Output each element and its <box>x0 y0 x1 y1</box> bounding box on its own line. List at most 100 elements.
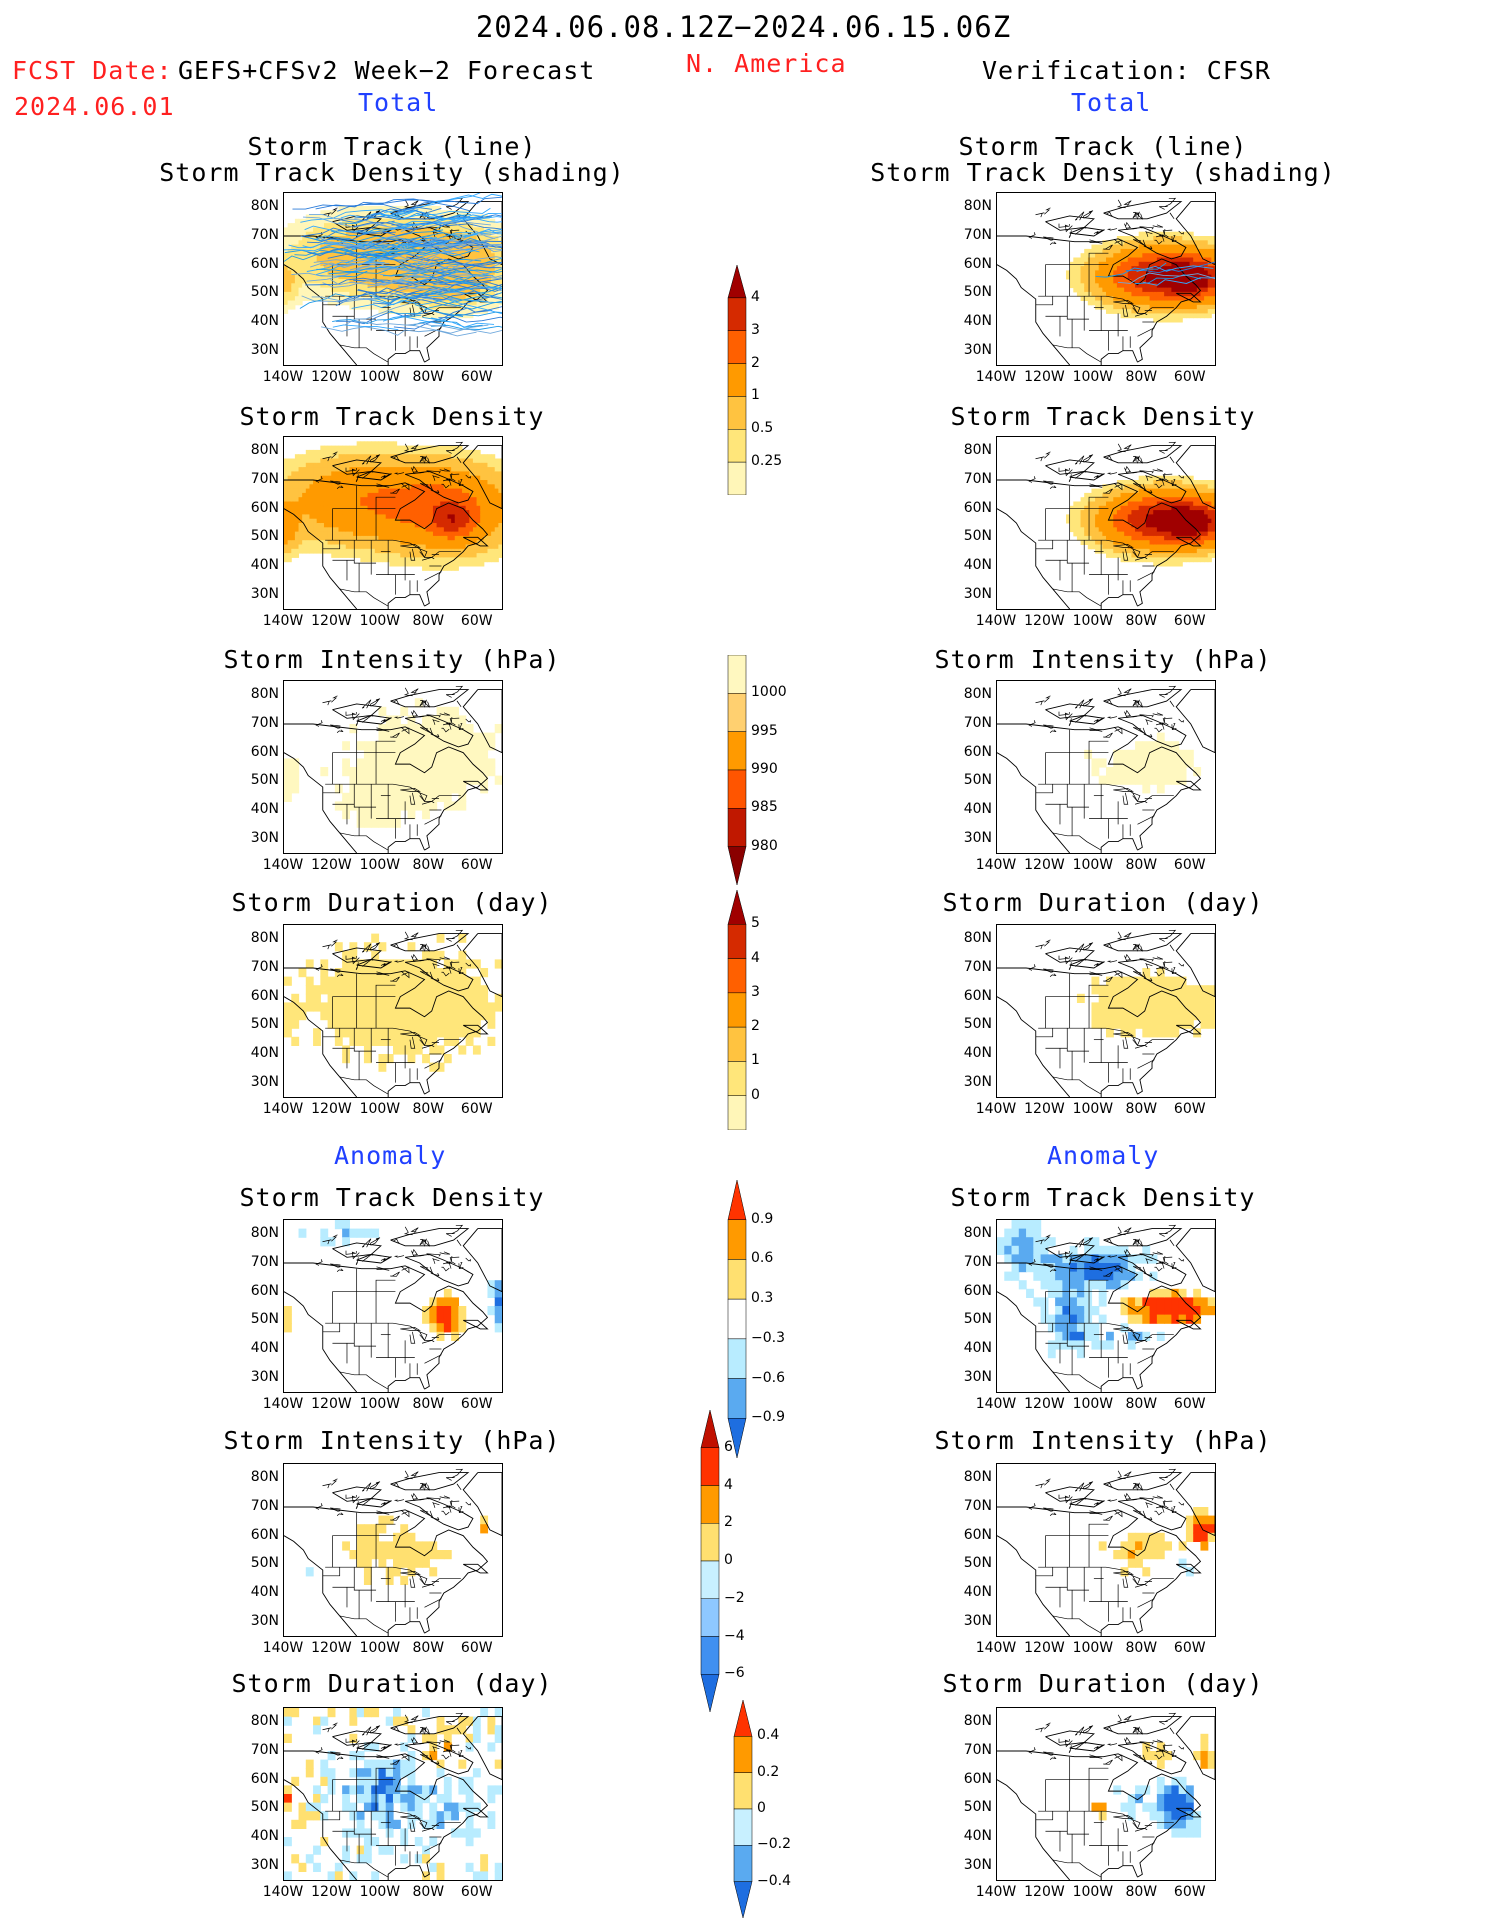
lon-tick-label: 100W <box>1072 1101 1114 1117</box>
lat-tick-label: 70N <box>250 227 279 243</box>
colorbar-swatch <box>700 1447 720 1486</box>
lat-tick-label: 40N <box>250 313 279 329</box>
lon-tick-label: 80W <box>412 1640 445 1656</box>
map-fcst-duration <box>283 924 503 1098</box>
political-borders <box>322 1756 461 1878</box>
colorbar-swatch <box>727 769 747 809</box>
lon-tick-label: 60W <box>460 1101 493 1117</box>
lat-tick-label: 70N <box>963 715 992 731</box>
map-verif-duration-anomaly <box>996 1707 1216 1881</box>
lat-tick-label: 60N <box>250 743 279 760</box>
lat-tick-label: 80N <box>250 1469 279 1486</box>
lat-tick-label: 40N <box>250 1828 279 1844</box>
map-canvas <box>997 929 1215 1097</box>
lon-tick-label: 120W <box>311 1640 352 1656</box>
colorbar-swatch <box>700 1523 720 1562</box>
lat-tick-label: 50N <box>250 1555 279 1572</box>
lat-tick-label: 60N <box>250 987 279 1004</box>
colorbar-swatch <box>727 1418 747 1458</box>
lat-tick-label: 50N <box>963 1311 992 1328</box>
colorbar-label: −0.9 <box>751 1409 785 1426</box>
lon-tick-label: 60W <box>460 1640 493 1656</box>
lat-tick-label: 30N <box>250 341 279 358</box>
arctic-islands <box>1028 929 1185 982</box>
lat-tick-label: 60N <box>963 1526 992 1543</box>
arctic-islands <box>315 1468 472 1521</box>
lat-tick-label: 40N <box>250 1584 279 1600</box>
panel-title-track-shading-right: Storm Track Density (shading) <box>870 158 1336 187</box>
lon-tick-label: 100W <box>1072 857 1114 873</box>
lat-tick-label: 30N <box>963 1368 992 1385</box>
section-anomaly-left: Anomaly <box>334 1141 447 1170</box>
lat-tick-label: 80N <box>250 930 279 947</box>
lat-tick-label: 50N <box>250 1016 279 1033</box>
lat-tick-label: 30N <box>250 1856 279 1873</box>
coastlines <box>284 933 502 1097</box>
colorbar-swatch <box>733 1736 753 1773</box>
model-label: GEFS+CFSv2 Week−2 Forecast <box>178 56 596 85</box>
colorbar-density-total <box>727 265 747 495</box>
lat-tick-label: 60N <box>963 1770 992 1787</box>
lat-tick-label: 60N <box>250 255 279 272</box>
map-canvas <box>284 929 502 1097</box>
colorbar-label: −6 <box>724 1665 745 1682</box>
lat-tick-label: 60N <box>250 499 279 516</box>
map-verif-intensity <box>996 680 1216 854</box>
intensity-cells <box>284 698 502 828</box>
great-lakes <box>1113 788 1153 805</box>
colorbar-label: 0.2 <box>757 1763 780 1780</box>
colorbar-label: 3 <box>751 321 760 338</box>
lat-tick-label: 80N <box>963 198 992 215</box>
lon-tick-label: 120W <box>1024 1396 1065 1412</box>
lon-tick-label: 120W <box>1024 369 1065 385</box>
lon-tick-label: 60W <box>1173 1640 1206 1656</box>
map-canvas <box>997 685 1215 853</box>
lon-tick-label: 80W <box>1125 1101 1158 1117</box>
lat-tick-label: 80N <box>250 1225 279 1242</box>
colorbar-label: 0.5 <box>751 420 774 437</box>
colorbar-label: 2 <box>724 1514 733 1531</box>
lon-tick-label: 140W <box>975 857 1017 873</box>
lat-tick-label: 80N <box>963 1469 992 1486</box>
arctic-islands <box>1028 1712 1185 1765</box>
lon-tick-label: 60W <box>1173 613 1206 629</box>
period-title: 2024.06.08.12Z−2024.06.15.06Z <box>475 10 1012 44</box>
panel-title-intensity-right: Storm Intensity (hPa) <box>934 645 1272 674</box>
lon-tick-label: 60W <box>460 857 493 873</box>
political-borders <box>1035 1512 1174 1634</box>
lon-tick-label: 120W <box>311 369 352 385</box>
lat-tick-label: 30N <box>250 585 279 602</box>
lon-tick-label: 140W <box>262 369 304 385</box>
colorbar-swatch <box>727 1026 747 1062</box>
lon-tick-label: 60W <box>460 1884 493 1900</box>
lon-tick-label: 120W <box>311 613 352 629</box>
lat-tick-label: 80N <box>963 442 992 459</box>
map-canvas <box>997 441 1215 609</box>
colorbar-swatch <box>727 693 747 732</box>
coastlines <box>997 201 1215 365</box>
lon-tick-label: 60W <box>1173 1101 1206 1117</box>
lat-tick-label: 60N <box>250 1526 279 1543</box>
colorbar-intensity-anomaly <box>700 1410 720 1712</box>
lat-tick-label: 80N <box>250 442 279 459</box>
arctic-islands <box>315 1712 472 1765</box>
lon-tick-label: 100W <box>359 369 401 385</box>
lon-tick-label: 80W <box>1125 1396 1158 1412</box>
colorbar-swatch <box>727 846 747 885</box>
colorbar-label: 1 <box>751 1052 760 1069</box>
political-borders <box>1035 1756 1174 1878</box>
panel-title-duration-anom-left: Storm Duration (day) <box>231 1669 553 1698</box>
lat-tick-label: 50N <box>250 528 279 545</box>
coastlines <box>997 1472 1215 1636</box>
lon-tick-label: 60W <box>460 369 493 385</box>
great-lakes <box>400 1571 440 1588</box>
lat-tick-label: 50N <box>963 1016 992 1033</box>
lon-tick-label: 100W <box>359 1640 401 1656</box>
lon-tick-label: 140W <box>262 1884 304 1900</box>
fcst-label: FCST Date: <box>12 56 173 85</box>
map-verif-duration <box>996 924 1216 1098</box>
colorbar-swatch <box>727 992 747 1028</box>
lat-tick-label: 40N <box>963 1828 992 1844</box>
coastlines <box>997 1716 1215 1880</box>
storm-tracks <box>284 193 502 337</box>
